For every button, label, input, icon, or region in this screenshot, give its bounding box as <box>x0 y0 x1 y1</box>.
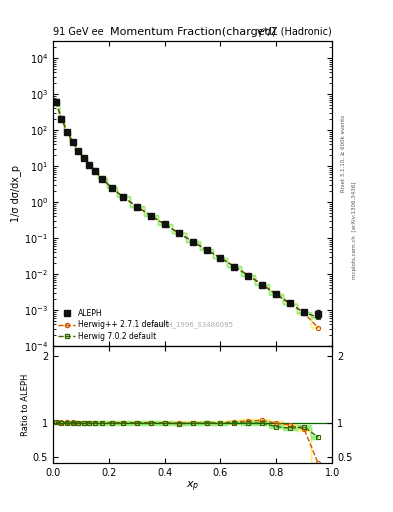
Text: 91 GeV ee: 91 GeV ee <box>53 27 104 37</box>
Text: mcplots.cern.ch  [arXiv:1306.3436]: mcplots.cern.ch [arXiv:1306.3436] <box>352 182 357 279</box>
X-axis label: $x_p$: $x_p$ <box>186 480 199 494</box>
Legend: ALEPH, Herwig++ 2.7.1 default, Herwig 7.0.2 default: ALEPH, Herwig++ 2.7.1 default, Herwig 7.… <box>57 308 171 342</box>
Y-axis label: 1/σ dσ/dx_p: 1/σ dσ/dx_p <box>10 165 21 222</box>
Text: γ*/Z (Hadronic): γ*/Z (Hadronic) <box>257 27 332 37</box>
Text: ALEPH_1996_S3486095: ALEPH_1996_S3486095 <box>151 321 234 328</box>
Title: Momentum Fraction(charged): Momentum Fraction(charged) <box>110 28 275 37</box>
Text: Rivet 3.1.10, ≥ 600k events: Rivet 3.1.10, ≥ 600k events <box>341 115 346 192</box>
Y-axis label: Ratio to ALEPH: Ratio to ALEPH <box>21 374 30 436</box>
